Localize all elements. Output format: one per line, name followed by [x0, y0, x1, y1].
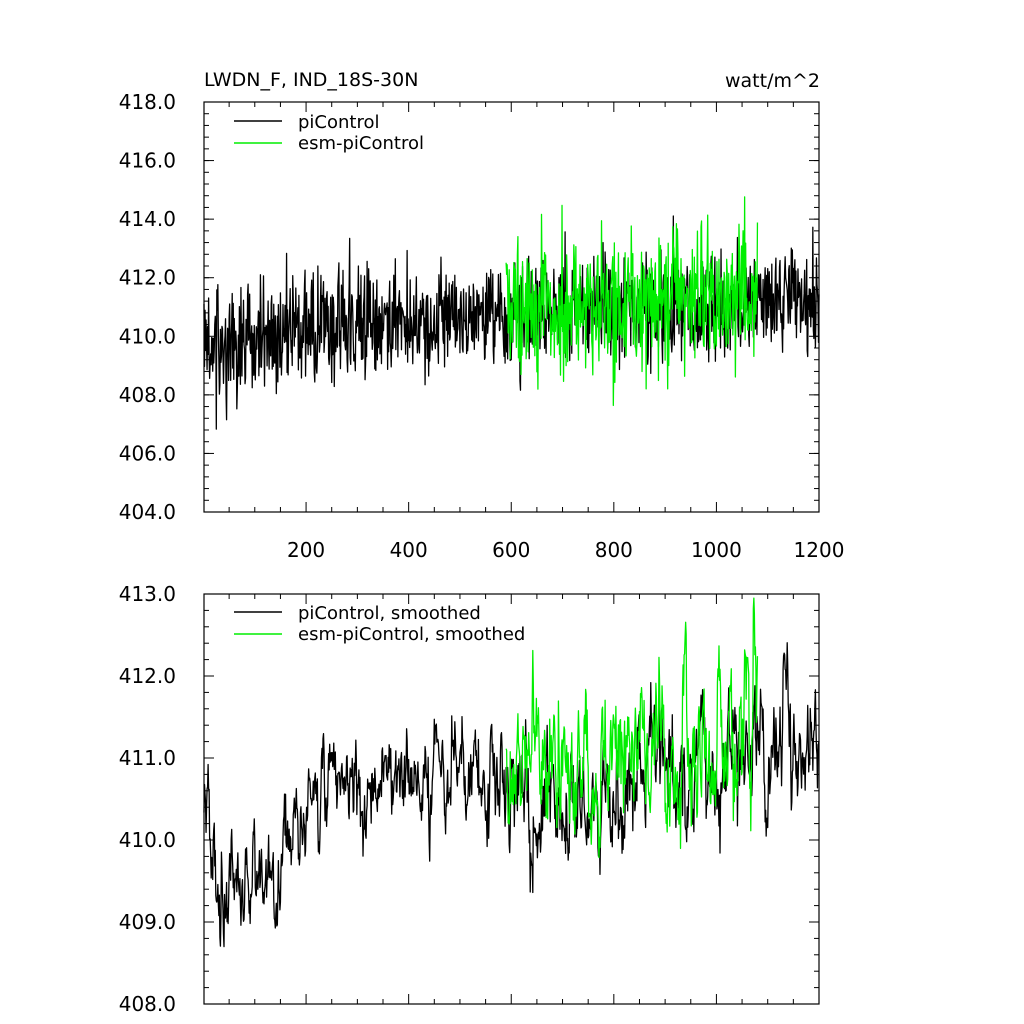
y-tick-label: 410.0 [119, 828, 176, 852]
legend-label-esm-picontrol-smoothed: esm-piControl, smoothed [298, 624, 525, 645]
x-tick-label: 200 [287, 538, 325, 562]
top-legend: piControl esm-piControl [234, 112, 424, 154]
y-tick-label: 408.0 [119, 383, 176, 407]
units-label: watt/m^2 [725, 70, 820, 92]
legend-label-picontrol-smoothed: piControl, smoothed [298, 603, 481, 624]
top-axis-ticks: 404.0 406.0 408.0 410.0 412.0 414.0 416.0 418.0… [119, 90, 845, 562]
top-series-group [203, 196, 820, 430]
y-tick-label: 414.0 [119, 207, 176, 231]
bottom-panel: 408.0 409.0 410.0 411.0 412.0 413.0 piControl… [119, 582, 820, 1016]
y-tick-label: 412.0 [119, 664, 176, 688]
legend-label-esm-picontrol: esm-piControl [298, 133, 424, 154]
y-tick-label: 411.0 [119, 746, 176, 770]
y-tick-label: 404.0 [119, 500, 176, 524]
series-line-esm-picontrol [505, 196, 759, 407]
x-tick-label: 1200 [794, 538, 845, 562]
y-tick-label: 418.0 [119, 90, 176, 114]
bottom-plot-frame [203, 593, 820, 1005]
x-tick-label: 1000 [691, 538, 742, 562]
top-plot-frame [203, 101, 820, 513]
y-tick-label: 406.0 [119, 441, 176, 465]
legend-label-picontrol: piControl [298, 112, 380, 133]
x-tick-label: 600 [492, 538, 530, 562]
x-tick-label: 800 [595, 538, 633, 562]
x-tick-label: 400 [390, 538, 428, 562]
bottom-axis-ticks: 408.0 409.0 410.0 411.0 412.0 413.0 [119, 582, 820, 1016]
y-tick-label: 410.0 [119, 324, 176, 348]
top-panel: LWDN_F, IND_18S-30N watt/m^2 404.0406.04… [119, 69, 845, 562]
y-tick-label: 412.0 [119, 266, 176, 290]
bottom-legend: piControl, smoothed esm-piControl, smoot… [234, 603, 525, 645]
chart-title: LWDN_F, IND_18S-30N [204, 69, 418, 91]
y-tick-label: 416.0 [119, 149, 176, 173]
y-tick-label: 413.0 [119, 582, 176, 606]
series-line-esm-picontrol-smoothed [505, 597, 759, 859]
y-tick-label: 409.0 [119, 910, 176, 934]
bottom-series-group [203, 597, 820, 948]
y-tick-label: 408.0 [119, 992, 176, 1016]
